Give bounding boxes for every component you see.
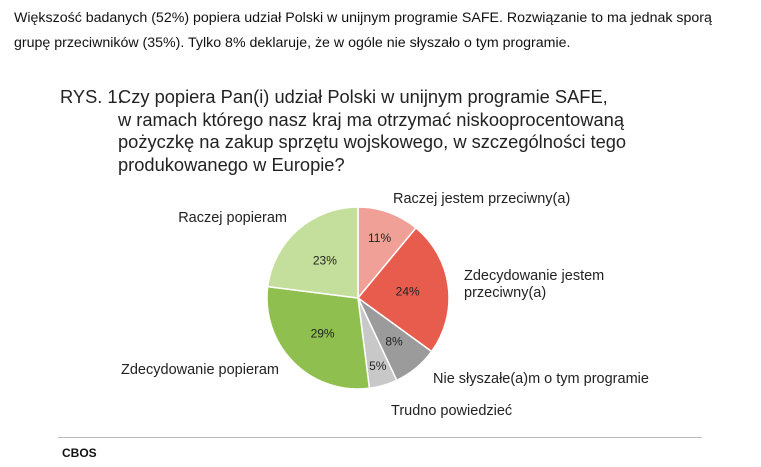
pie-category-label: Raczej jestem przeciwny(a) (393, 191, 570, 207)
intro-text: Większość badanych (52%) popiera udział … (14, 6, 754, 56)
pie-value-label: 23% (313, 254, 337, 268)
pie-category-label: Nie słyszałe(a)m o tym programie (433, 371, 649, 387)
pie-value-label: 24% (396, 285, 420, 299)
pie-slices (266, 206, 450, 390)
source-label: CBOS (62, 446, 97, 460)
pie-category-label: Zdecydowanie jestem przeciwny(a) (464, 268, 604, 301)
pie-value-label: 29% (311, 326, 335, 340)
intro-line-2: grupę przeciwników (35%). Tylko 8% dekla… (14, 35, 571, 51)
pie-category-label: Zdecydowanie popieram (121, 362, 279, 378)
figure-title-line-1: Czy popiera Pan(i) udział Polski w unijn… (118, 86, 608, 107)
pie-value-label: 11% (368, 231, 391, 245)
figure-title-line-2: w ramach którego nasz kraj ma otrzymać n… (118, 108, 625, 130)
pie-slice (266, 206, 359, 299)
pie-slice (266, 285, 371, 390)
intro-line-1: Większość badanych (52%) popiera udział … (14, 10, 712, 26)
pie-slice (356, 226, 450, 353)
figure-title-line-3: pożyczkę na zakup sprzętu wojskowego, w … (118, 131, 627, 152)
figure-label: RYS. 1. (60, 86, 123, 107)
figure-title-line-4: produkowanego w Europie? (118, 153, 345, 175)
figure-title: RYS. 1.Czy popiera Pan(i) udział Polski … (60, 86, 700, 176)
pie-category-labels: Raczej jestem przeciwny(a) Zdecydowanie j… (121, 191, 649, 419)
pie-value-label: 8% (385, 335, 403, 349)
pie-value-label: 5% (369, 359, 387, 373)
pie-value-labels: 11% 24% 8% 5% 29% 23% (311, 231, 420, 373)
pie-category-label: Trudno powiedzieć (391, 403, 512, 419)
pie-category-label: Raczej popieram (178, 210, 287, 226)
divider (58, 437, 702, 438)
